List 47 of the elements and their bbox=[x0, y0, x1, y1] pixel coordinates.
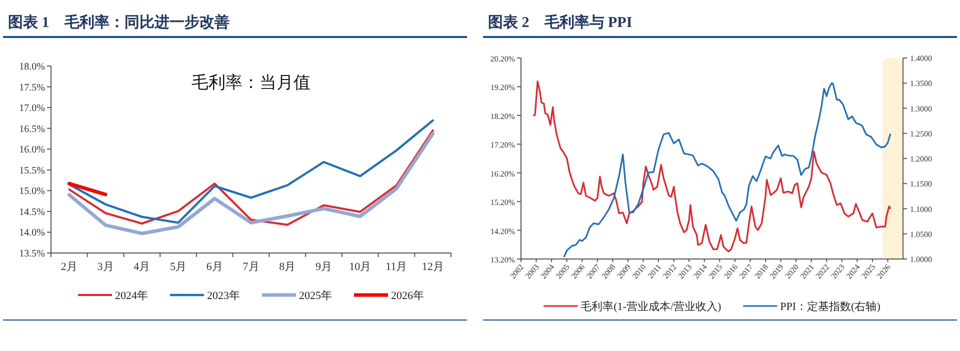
legend-label: 毛利率(1-营业成本/营业收入) bbox=[580, 300, 722, 313]
y-tick-label: 17.0% bbox=[19, 103, 45, 114]
y-tick-label: 16.20% bbox=[490, 169, 516, 178]
y2-tick-label: 1.1500 bbox=[910, 180, 932, 189]
y-tick-label: 17.20% bbox=[490, 140, 516, 150]
y2-tick-label: 1.4000 bbox=[910, 54, 932, 63]
y2-tick-label: 1.1000 bbox=[910, 204, 932, 214]
y-tick-label: 18.0% bbox=[19, 62, 45, 72]
chart-title: 图表 1 毛利率：同比进一步改善 bbox=[8, 13, 230, 31]
x-tick-label: 12月 bbox=[422, 261, 444, 273]
x-tick-label: 4月 bbox=[134, 261, 150, 273]
y2-tick-label: 1.3000 bbox=[910, 104, 932, 114]
y-tick-label: 16.5% bbox=[19, 124, 45, 135]
legend-label: PPI：定基指数(右轴) bbox=[780, 300, 881, 313]
y-tick-label: 14.20% bbox=[490, 226, 516, 236]
y-tick-label: 20.20% bbox=[490, 54, 516, 64]
x-tick-label: 8月 bbox=[279, 261, 296, 273]
x-tick-label: 9月 bbox=[315, 261, 332, 273]
y-tick-label: 13.5% bbox=[19, 248, 45, 260]
x-tick-label: 7月 bbox=[242, 261, 260, 273]
y-tick-label: 17.5% bbox=[19, 82, 45, 94]
annotation: 毛利率：当月值 bbox=[192, 73, 310, 92]
y-tick-label: 15.0% bbox=[19, 186, 45, 198]
y2-tick-label: 1.0000 bbox=[910, 255, 932, 264]
y2-tick-label: 1.0500 bbox=[910, 230, 932, 239]
y2-tick-label: 1.2500 bbox=[910, 129, 932, 138]
y-tick-label: 15.5% bbox=[19, 165, 45, 176]
y-tick-label: 16.0% bbox=[19, 144, 45, 156]
y-tick-label: 14.5% bbox=[19, 206, 45, 218]
x-tick-label: 10月 bbox=[349, 261, 372, 273]
y-tick-label: 19.20% bbox=[490, 83, 516, 92]
x-tick-label: 3月 bbox=[97, 261, 114, 273]
legend-label: 2026年 bbox=[391, 290, 424, 302]
legend-label: 2024年 bbox=[115, 290, 148, 302]
x-tick-label: 2月 bbox=[60, 261, 78, 273]
y-tick-label: 14.0% bbox=[19, 228, 45, 239]
y-tick-label: 18.20% bbox=[490, 112, 516, 121]
x-tick-label: 11月 bbox=[386, 261, 408, 273]
y-tick-label: 15.20% bbox=[490, 198, 516, 208]
y2-tick-label: 1.2000 bbox=[910, 154, 932, 164]
x-tick-label: 5月 bbox=[170, 261, 187, 273]
y-tick-label: 13.20% bbox=[490, 256, 516, 264]
chart-title: 图表 2 毛利率与 PPI bbox=[488, 13, 632, 31]
legend-label: 2023年 bbox=[207, 290, 240, 302]
x-tick-label: 6月 bbox=[206, 261, 223, 273]
y2-tick-label: 1.3500 bbox=[910, 79, 932, 88]
legend-label: 2025年 bbox=[299, 290, 332, 302]
